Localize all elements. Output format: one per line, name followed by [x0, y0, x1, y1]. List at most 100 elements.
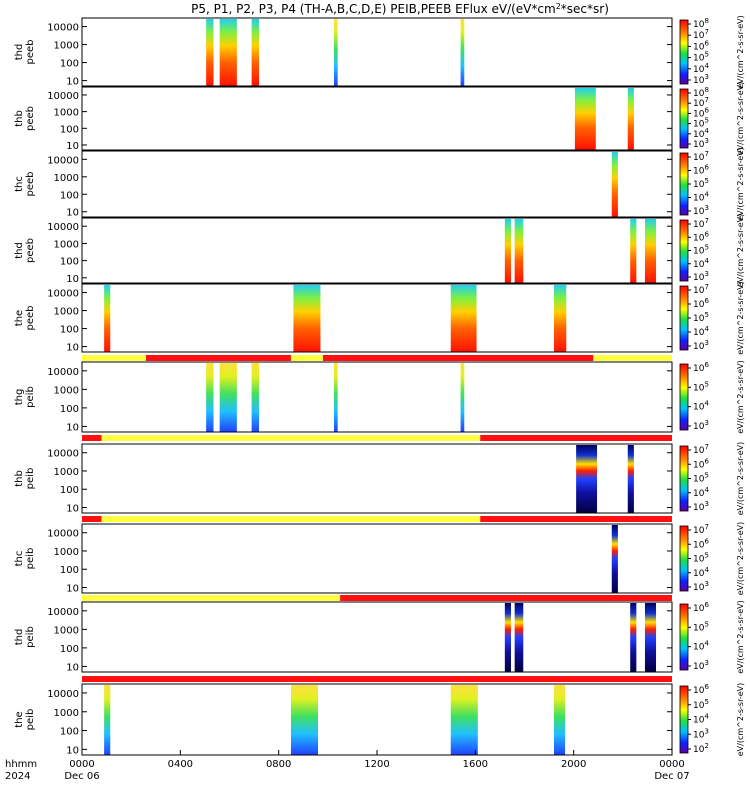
colorbar-tick-label: 107	[693, 96, 709, 109]
colorbar	[679, 219, 689, 282]
data-segment	[104, 685, 111, 755]
mode-bar-segment	[82, 355, 146, 361]
data-segment	[460, 363, 465, 432]
x-axis-year-label: 2024	[5, 771, 30, 782]
colorbar-tick-label: 107	[693, 150, 709, 163]
colorbar-tick-label: 105	[693, 698, 709, 711]
panel-probe-label: the	[14, 711, 25, 727]
data-segment	[104, 285, 111, 352]
y-tick-label: 10	[66, 662, 79, 673]
colorbar-tick-label: 102	[693, 742, 709, 755]
colorbar-tick-label: 106	[693, 537, 709, 550]
panel-frame	[81, 683, 673, 756]
panel-product-label: peib	[25, 386, 36, 408]
colorbar	[679, 363, 689, 431]
y-tick-label: 10	[66, 504, 79, 515]
y-tick-label: 10000	[47, 529, 79, 540]
colorbar-tick-label: 107	[693, 217, 709, 230]
colorbar-tick-label: 106	[693, 297, 709, 310]
panel-product-label: peib	[25, 468, 36, 490]
panel-frame	[81, 217, 673, 284]
colorbar-tick-label: 106	[693, 457, 709, 470]
data-segment	[219, 363, 237, 432]
x-tick-label: 0400	[168, 759, 193, 770]
panel-frame	[81, 601, 673, 673]
colorbar-tick-label: 104	[693, 640, 709, 653]
colorbar-tick-label: 104	[693, 400, 709, 413]
colorbar-tick-label: 104	[693, 325, 709, 338]
y-tick-label: 1000	[54, 708, 79, 719]
y-tick-label: 1000	[54, 173, 79, 184]
x-tick-label: 0000	[659, 759, 684, 770]
y-tick-label: 1000	[54, 41, 79, 52]
panel-product-label: peeb	[25, 40, 36, 65]
mode-bar-segment	[82, 676, 672, 682]
data-segment	[644, 219, 657, 283]
data-segment	[460, 19, 465, 86]
y-tick-label: 10	[66, 343, 79, 354]
data-segment	[576, 445, 598, 513]
y-tick-label: 1000	[54, 467, 79, 478]
panel-product-label: peib	[25, 626, 36, 648]
data-segment	[206, 363, 214, 432]
colorbar-tick-label: 104	[693, 257, 709, 270]
x-tick-label: 0800	[266, 759, 291, 770]
mode-bar-segment	[593, 355, 672, 361]
x-tick-label: 1600	[463, 759, 488, 770]
panel-thg-peib: 10 100 1000 10000 thg peib 103 104 105 106 eV/(cm^…	[14, 360, 745, 441]
colorbar-tick-label: 105	[693, 472, 709, 485]
data-segment	[333, 363, 338, 432]
x-tick-date-label: Dec 06	[64, 771, 99, 782]
colorbar	[679, 285, 689, 351]
colorbar-tick-label: 107	[693, 443, 709, 456]
mode-bar-segment	[145, 355, 291, 361]
y-tick-label: 10000	[47, 367, 79, 378]
panel-frame	[81, 150, 673, 218]
panel-product-label: peib	[25, 709, 36, 731]
colorbar-tick-label: 105	[693, 51, 709, 64]
mode-bar-segment	[290, 355, 323, 361]
y-tick-label: 10	[66, 208, 79, 219]
colorbar-tick-label: 106	[693, 601, 709, 614]
data-segment	[219, 19, 237, 86]
mode-bar-segment	[82, 435, 102, 441]
colorbar-tick-label: 105	[693, 311, 709, 324]
y-tick-label: 10	[66, 584, 79, 595]
y-tick-label: 100	[60, 257, 79, 268]
colorbar	[679, 19, 689, 85]
mode-bar-segment	[480, 435, 672, 441]
x-tick-label: 2000	[561, 759, 586, 770]
y-tick-label: 100	[60, 325, 79, 336]
panel-frame	[81, 361, 673, 433]
colorbar-unit-label: eV/(cm^2-s-sr-eV)	[736, 281, 745, 354]
colorbar-tick-label: 106	[693, 106, 709, 119]
colorbar-tick-label: 103	[693, 339, 709, 352]
panel-product-label: peeb	[25, 306, 36, 331]
panel-probe-label: thd	[14, 629, 25, 646]
y-tick-label: 10000	[47, 23, 79, 34]
data-segment	[630, 219, 637, 283]
y-tick-label: 1000	[54, 307, 79, 318]
data-segment	[504, 219, 511, 283]
x-tick-date-label: Dec 07	[654, 771, 689, 782]
colorbar-tick-label: 103	[693, 580, 709, 593]
y-tick-label: 10	[66, 422, 79, 433]
colorbar-unit-label: eV/(cm^2-s-sr-eV)	[736, 442, 745, 515]
x-tick-label: 0000	[69, 759, 94, 770]
x-tick-label: 1200	[364, 759, 389, 770]
colorbar-tick-label: 103	[693, 270, 709, 283]
y-tick-label: 10000	[47, 449, 79, 460]
y-tick-label: 10000	[47, 91, 79, 102]
panel-frame	[81, 17, 673, 87]
colorbar-tick-label: 104	[693, 127, 709, 140]
y-tick-label: 100	[60, 727, 79, 738]
panel-product-label: peib	[25, 548, 36, 570]
colorbar	[679, 685, 689, 754]
